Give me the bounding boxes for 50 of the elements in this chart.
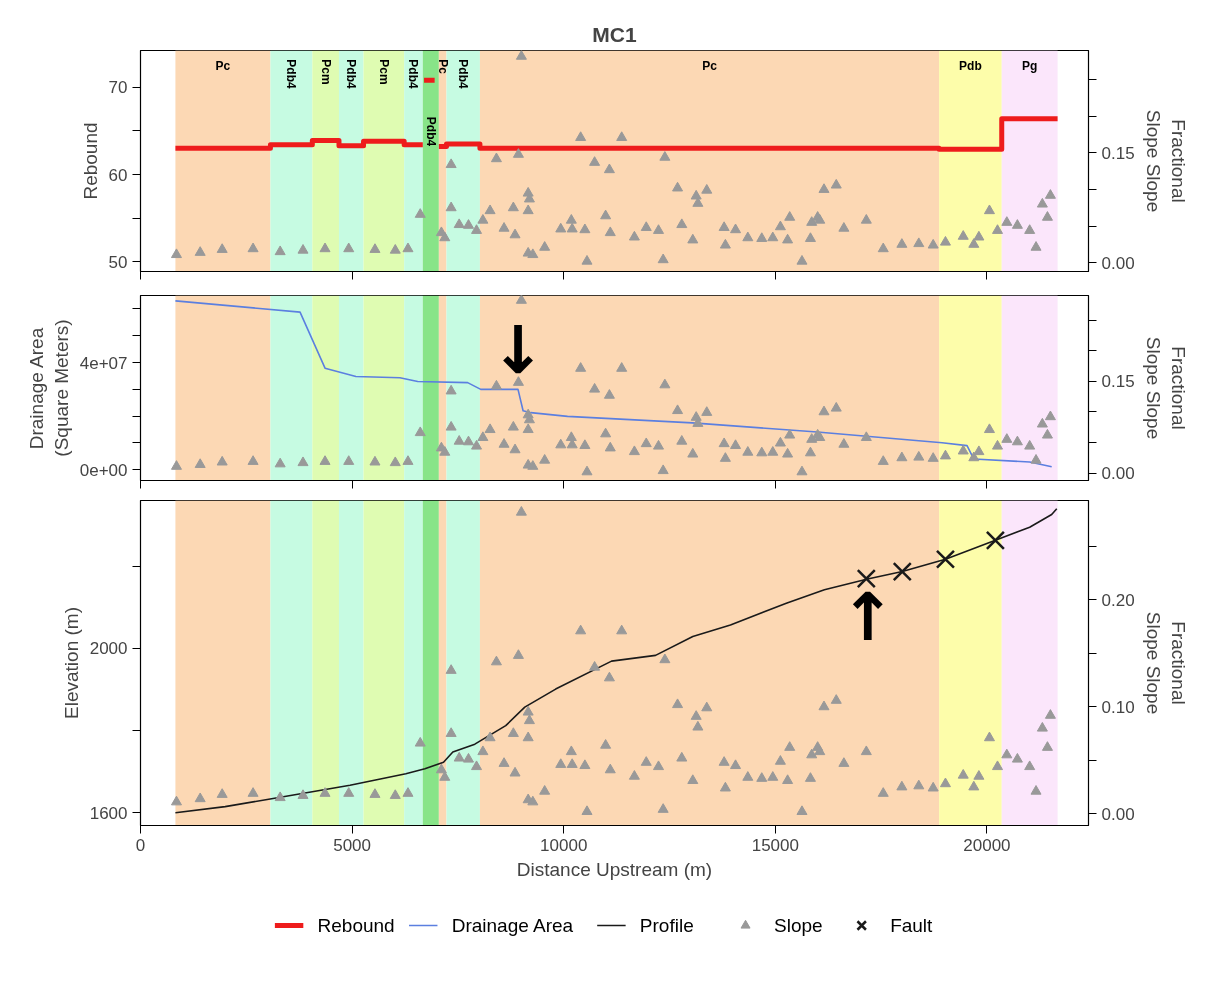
y2-axis-title: Fractional Slope Slope — [1142, 109, 1189, 213]
band-label: Pcm — [318, 59, 333, 85]
annotation: ↓ — [490, 312, 546, 390]
x-tick-label: 10000 — [540, 835, 588, 855]
band-label: Pc — [702, 59, 718, 74]
y-tick-label: 70 — [108, 78, 128, 98]
x-tick-label: 0 — [135, 835, 146, 855]
y2-tick-label: 0.15 — [1101, 143, 1135, 163]
y-tick-label: 0e+00 — [79, 460, 128, 480]
x-tick-label: 20000 — [963, 835, 1011, 855]
y2-tick-label: 0.20 — [1101, 590, 1135, 610]
y-axis-title: Rebound — [79, 122, 101, 200]
point — [892, 561, 913, 582]
y2-tick-label: 0.00 — [1101, 464, 1135, 484]
band-label: Pdb4 — [284, 59, 299, 89]
legend-label: Profile — [639, 915, 694, 936]
y2-tick-label: 0.00 — [1101, 253, 1135, 273]
band-label: Pc — [215, 59, 231, 74]
band-label: Pdb4 — [406, 59, 421, 89]
x-tick-label: 5000 — [333, 835, 372, 855]
legend-label: Rebound — [317, 915, 395, 936]
y2-tick-label: 0.15 — [1101, 372, 1135, 392]
band-label: Pg — [1022, 59, 1038, 74]
legend-label: Slope — [774, 915, 823, 936]
legend-label: Fault — [890, 915, 934, 936]
annotation: ↑ — [839, 578, 896, 656]
y-axis-title: Elevation (m) — [60, 607, 82, 719]
legend-label: Drainage Area — [451, 915, 574, 936]
point — [985, 530, 1006, 551]
point — [935, 549, 956, 569]
y-tick-label: 2000 — [89, 639, 128, 659]
y-tick-label: 50 — [108, 252, 128, 272]
y2-tick-label: 0.00 — [1101, 804, 1135, 824]
y-tick-label: 4e+07 — [79, 353, 128, 373]
x-axis-title: Distance Upstream (m) — [516, 858, 713, 880]
y2-axis-title: Fractional Slope Slope — [1142, 611, 1189, 715]
x-tick-label: 15000 — [751, 835, 799, 855]
band-label: Pdb4 — [456, 59, 471, 89]
band-label: Pdb4 — [344, 59, 359, 89]
band-label: Pdb4 — [423, 116, 438, 147]
y2-axis-title: Fractional Slope Slope — [1142, 336, 1189, 440]
band-label: Pc — [435, 59, 450, 75]
point — [856, 568, 877, 589]
y-axis-title: Drainage Area (Square Meters) — [25, 319, 72, 457]
band-label: Pcm — [376, 59, 391, 85]
y2-tick-label: 0.10 — [1101, 697, 1135, 717]
band-label: Pdb — [959, 59, 982, 74]
y-tick-label: 1600 — [89, 803, 128, 823]
y-tick-label: 60 — [108, 165, 128, 185]
chart-title: MC1 — [592, 22, 637, 46]
